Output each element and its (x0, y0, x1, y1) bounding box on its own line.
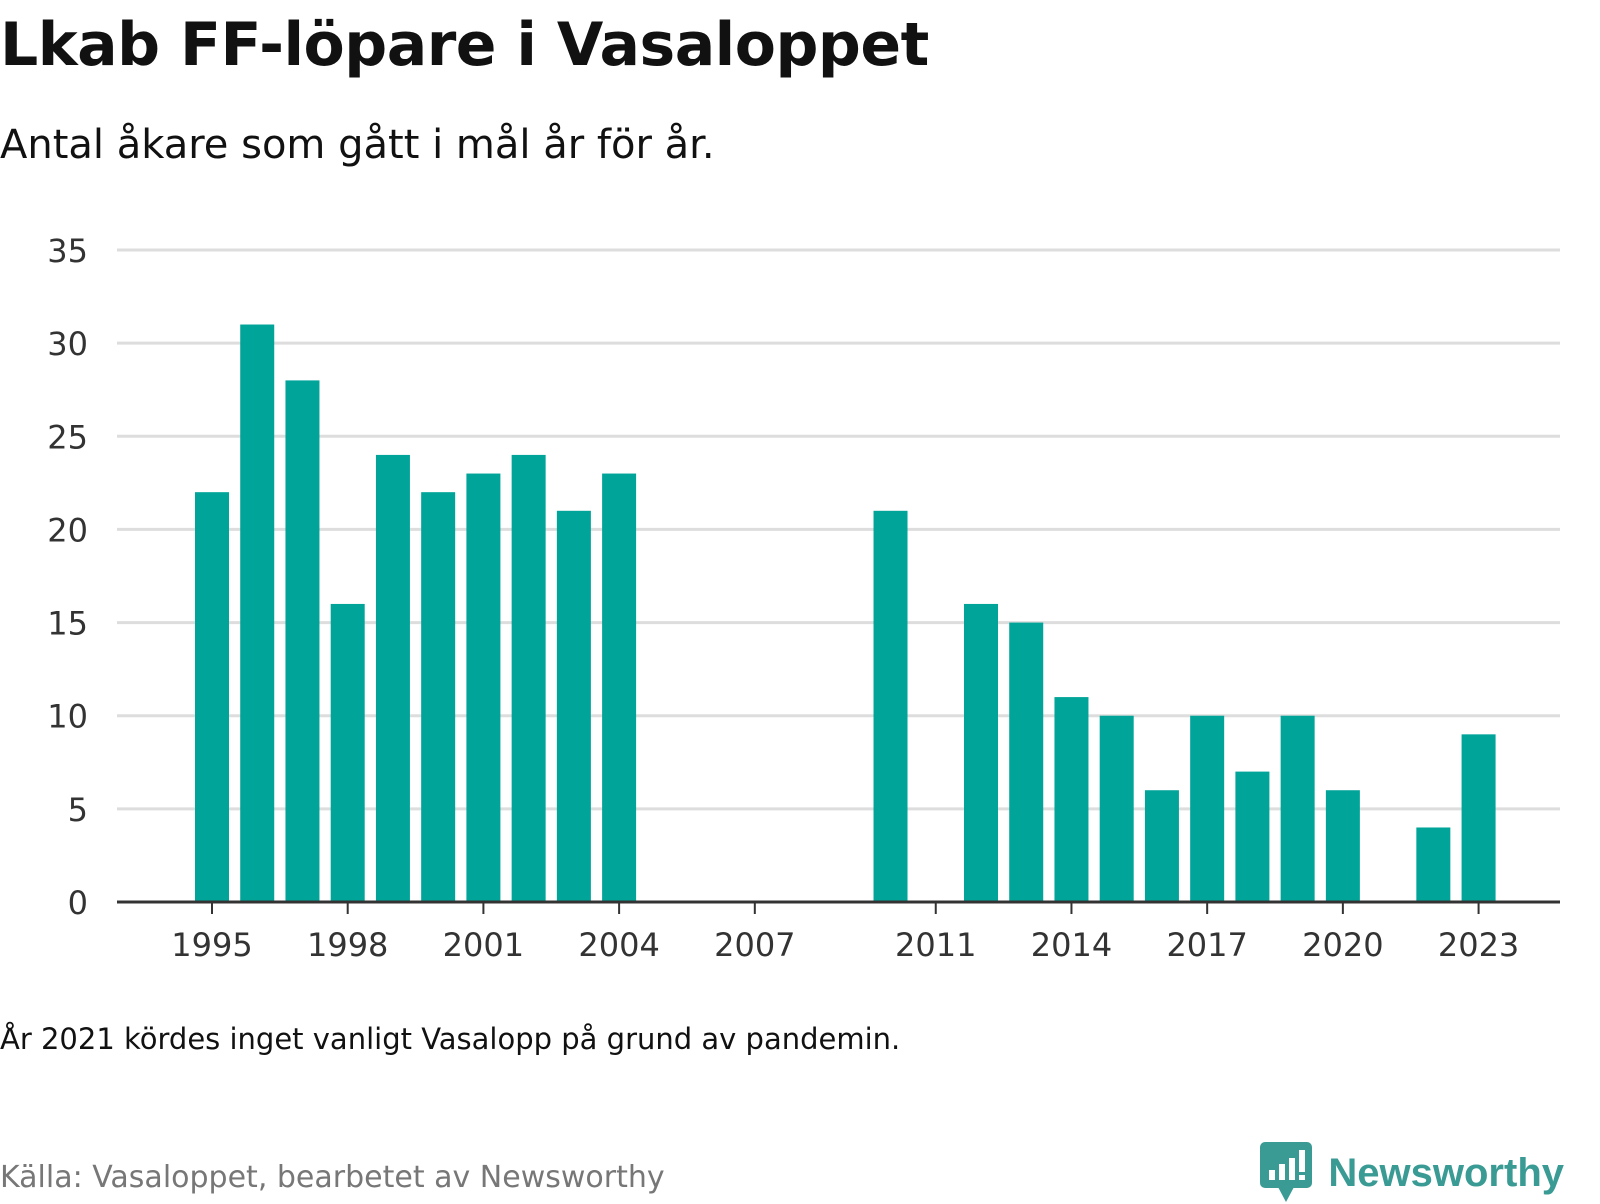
x-tick-label: 2017 (1166, 926, 1247, 964)
bars (194, 324, 1496, 902)
bar (1461, 734, 1496, 902)
x-tick-label: 2023 (1438, 926, 1519, 964)
x-tick-label: 2001 (443, 926, 524, 964)
bar (1325, 790, 1360, 902)
bar (1190, 715, 1225, 902)
x-tick-label: 2004 (578, 926, 659, 964)
y-tick-label: 20 (47, 511, 88, 549)
y-tick-label: 25 (47, 418, 88, 456)
y-tick-label: 5 (68, 791, 88, 829)
chart-title: Lkab FF-löpare i Vasaloppet (0, 10, 929, 80)
x-tick-label: 1995 (171, 926, 252, 964)
x-tick-label: 2011 (895, 926, 976, 964)
footnote: År 2021 kördes inget vanligt Vasalopp på… (0, 1022, 901, 1056)
bar (1235, 771, 1270, 902)
y-tick-label: 0 (68, 884, 88, 922)
chart-subtitle: Antal åkare som gått i mål år för år. (0, 122, 715, 168)
bar (1009, 622, 1044, 902)
y-tick-label: 35 (47, 232, 88, 270)
x-tick-label: 2007 (714, 926, 795, 964)
x-tick-label: 2020 (1302, 926, 1383, 964)
bar (285, 380, 320, 902)
x-tick-label: 1998 (307, 926, 388, 964)
bar (556, 510, 591, 902)
bar (1099, 715, 1134, 902)
newsworthy-logo: Newsworthy (1260, 1142, 1564, 1204)
bar (421, 492, 456, 902)
source-credit: Källa: Vasaloppet, bearbetet av Newswort… (0, 1160, 665, 1195)
bar (375, 454, 410, 902)
y-tick-label: 15 (47, 605, 88, 643)
y-tick-label: 10 (47, 698, 88, 736)
x-tick-label: 2014 (1031, 926, 1112, 964)
bar (240, 324, 275, 902)
bar (873, 510, 908, 902)
bar (511, 454, 546, 902)
bar (330, 603, 365, 902)
brand-name: Newsworthy (1328, 1150, 1564, 1195)
tick-labels: 0 5 10 15 20 25 30 35 1995 1998 2001 2004 2007 2011 20… (47, 232, 1519, 964)
bar (1054, 697, 1089, 902)
bar (194, 492, 229, 902)
bar-chart-speech-bubble-icon (1260, 1142, 1313, 1202)
bar (1416, 827, 1451, 902)
x-axis (117, 900, 1560, 914)
bar (602, 473, 637, 902)
bar-chart: 0 5 10 15 20 25 30 35 1995 1998 2001 2004 2007 2011 20… (47, 232, 1560, 964)
y-tick-label: 30 (47, 325, 88, 363)
bar (1144, 790, 1179, 902)
bar (466, 473, 501, 902)
bar (963, 603, 998, 902)
bar (1280, 715, 1315, 902)
